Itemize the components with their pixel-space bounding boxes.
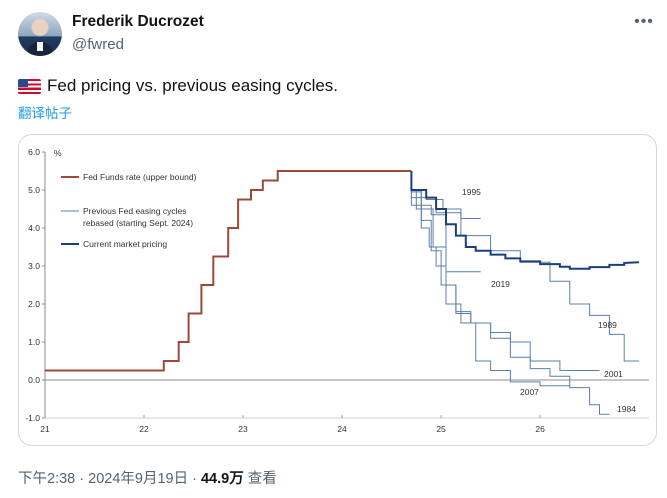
y-tick-label: 5.0: [28, 185, 40, 195]
cycle-label-1984: 1984: [617, 404, 636, 414]
us-flag-icon: [18, 78, 41, 94]
cycle-label-2019: 2019: [491, 279, 510, 289]
cycle-label-2001: 2001: [604, 369, 623, 379]
y-tick-label: 6.0: [28, 147, 40, 157]
y-tick-label: 0.0: [28, 375, 40, 385]
x-tick-label: 21: [40, 424, 50, 434]
more-dots-icon: •••: [634, 13, 654, 30]
y-tick-label: 1.0: [28, 337, 40, 347]
more-options-button[interactable]: •••: [632, 12, 656, 32]
y-tick-label: 2.0: [28, 299, 40, 309]
author-handle[interactable]: @fwred: [72, 36, 124, 53]
author-avatar[interactable]: [18, 12, 62, 56]
x-tick-label: 22: [139, 424, 149, 434]
tweet-time[interactable]: 下午2:38: [18, 471, 76, 487]
series-line-2001: [410, 171, 600, 371]
y-axis-unit-label: %: [54, 148, 62, 158]
x-tick-label: 23: [238, 424, 248, 434]
tweet-text: Fed pricing vs. previous easing cycles.: [18, 76, 338, 96]
view-count-label: 查看: [243, 471, 277, 487]
y-tick-label: 4.0: [28, 223, 40, 233]
avatar-collar: [37, 42, 43, 51]
cycle-label-2007: 2007: [520, 387, 539, 397]
author-name[interactable]: Frederik Ducrozet: [72, 13, 204, 30]
legend-label-previous-line2: rebased (starting Sept. 2024): [83, 218, 193, 228]
meta-separator: ·: [188, 471, 201, 487]
series-line-1989: [410, 171, 640, 362]
x-tick-label: 24: [337, 424, 347, 434]
tweet-media-chart[interactable]: 6.0 5.0 4.0 3.0 2.0 1.0 0.0 -1.0% 21 22 23 24 25 26 Fe…: [18, 134, 657, 446]
cycle-label-1989: 1989: [598, 320, 617, 330]
cycle-label-1995: 1995: [462, 187, 481, 197]
y-tick-label: -1.0: [25, 413, 40, 423]
x-tick-label: 26: [535, 424, 545, 434]
series-line-current-market-pricing: [410, 171, 640, 270]
series-line-fed-funds-rate-upper-bound-: [45, 170, 412, 372]
x-tick-label: 25: [436, 424, 446, 434]
view-count: 44.9万: [200, 471, 244, 487]
tweet-date[interactable]: 2024年9月19日: [88, 471, 189, 487]
chart-svg: 6.0 5.0 4.0 3.0 2.0 1.0 0.0 -1.0% 21 22 23 24 25 26 Fe…: [25, 147, 649, 434]
translate-post-link[interactable]: 翻译帖子: [18, 106, 72, 121]
legend-label-previous-line1: Previous Fed easing cycles: [83, 206, 186, 216]
legend-label-fed-funds: Fed Funds rate (upper bound): [83, 172, 197, 182]
tweet-text-content: Fed pricing vs. previous easing cycles.: [47, 76, 339, 95]
y-tick-label: 3.0: [28, 261, 40, 271]
legend-label-current: Current market pricing: [83, 239, 167, 249]
series-line-1984: [410, 171, 610, 415]
meta-separator: ·: [75, 471, 89, 487]
tweet-meta: 下午2:38 · 2024年9月19日 · 44.9万 查看: [18, 467, 277, 488]
